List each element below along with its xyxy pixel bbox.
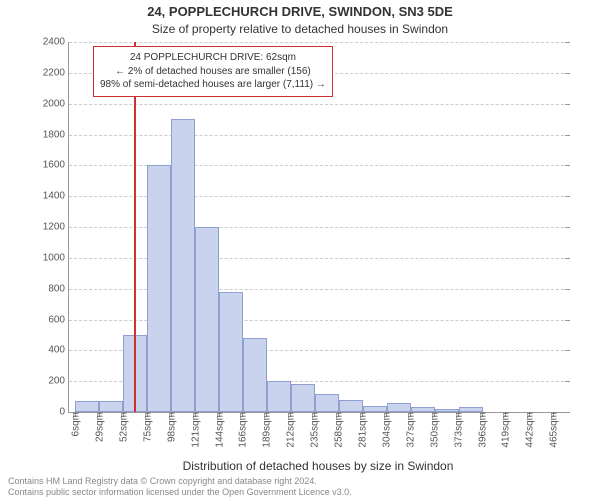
y-tick-mark [565,73,570,74]
y-tick-label: 400 [48,345,69,356]
y-tick-label: 1600 [43,160,69,171]
x-tick-label: 304sqm [379,412,392,448]
histogram-bar [339,400,363,412]
x-tick-label: 373sqm [451,412,464,448]
chart-container: 24, POPPLECHURCH DRIVE, SWINDON, SN3 5DE… [0,0,600,500]
x-tick-label: 327sqm [403,412,416,448]
y-tick-label: 200 [48,376,69,387]
gridline-h [69,165,569,166]
gridline-h [69,227,569,228]
chart-title-sub: Size of property relative to detached ho… [0,22,600,36]
y-tick-label: 800 [48,283,69,294]
x-tick-label: 166sqm [235,412,248,448]
x-tick-label: 419sqm [499,412,512,448]
x-tick-label: 189sqm [259,412,272,448]
gridline-h [69,104,569,105]
y-tick-label: 1000 [43,252,69,263]
histogram-bar [171,119,195,412]
y-tick-mark [565,412,570,413]
gridline-h [69,135,569,136]
footer-attribution: Contains HM Land Registry data © Crown c… [8,476,352,498]
gridline-h [69,42,569,43]
histogram-bar [147,165,171,412]
histogram-bar [387,403,411,412]
y-tick-mark [565,350,570,351]
x-tick-label: 52sqm [117,412,130,442]
x-tick-label: 75sqm [141,412,154,442]
footer-line1: Contains HM Land Registry data © Crown c… [8,476,352,487]
x-tick-label: 144sqm [213,412,226,448]
x-tick-label: 121sqm [189,412,202,448]
y-tick-mark [565,196,570,197]
histogram-bar [291,384,315,412]
info-box-line: 24 POPPLECHURCH DRIVE: 62sqm [100,51,326,65]
chart-title-main: 24, POPPLECHURCH DRIVE, SWINDON, SN3 5DE [0,4,600,19]
histogram-bar [315,394,339,413]
info-box-line: ← 2% of detached houses are smaller (156… [100,65,326,79]
y-tick-label: 1200 [43,222,69,233]
y-tick-mark [565,258,570,259]
gridline-h [69,258,569,259]
x-tick-label: 396sqm [475,412,488,448]
footer-line2: Contains public sector information licen… [8,487,352,498]
histogram-bar [195,227,219,412]
y-tick-mark [565,227,570,228]
x-tick-label: 98sqm [165,412,178,442]
y-tick-label: 2200 [43,67,69,78]
x-tick-label: 235sqm [307,412,320,448]
y-tick-mark [565,104,570,105]
gridline-h [69,196,569,197]
x-tick-label: 212sqm [283,412,296,448]
plot-area: 0200400600800100012001400160018002000220… [68,42,569,413]
y-tick-mark [565,381,570,382]
y-tick-label: 1800 [43,129,69,140]
y-tick-label: 2400 [43,37,69,48]
y-tick-mark [565,135,570,136]
y-tick-mark [565,320,570,321]
histogram-bar [243,338,267,412]
marker-line [134,42,136,412]
gridline-h [69,320,569,321]
histogram-bar [219,292,243,412]
x-tick-label: 6sqm [69,412,82,436]
gridline-h [69,289,569,290]
x-tick-label: 258sqm [331,412,344,448]
y-tick-label: 600 [48,314,69,325]
y-tick-label: 2000 [43,98,69,109]
info-box: 24 POPPLECHURCH DRIVE: 62sqm← 2% of deta… [93,46,333,97]
x-tick-label: 442sqm [523,412,536,448]
y-tick-mark [565,165,570,166]
x-tick-label: 29sqm [93,412,106,442]
y-tick-label: 1400 [43,191,69,202]
info-box-line: 98% of semi-detached houses are larger (… [100,78,326,92]
x-tick-label: 465sqm [547,412,560,448]
x-tick-label: 281sqm [355,412,368,448]
histogram-bar [99,401,123,412]
histogram-bar [75,401,99,412]
x-tick-label: 350sqm [427,412,440,448]
histogram-bar [267,381,291,412]
y-tick-mark [565,289,570,290]
y-tick-mark [565,42,570,43]
x-axis-label: Distribution of detached houses by size … [68,459,568,473]
